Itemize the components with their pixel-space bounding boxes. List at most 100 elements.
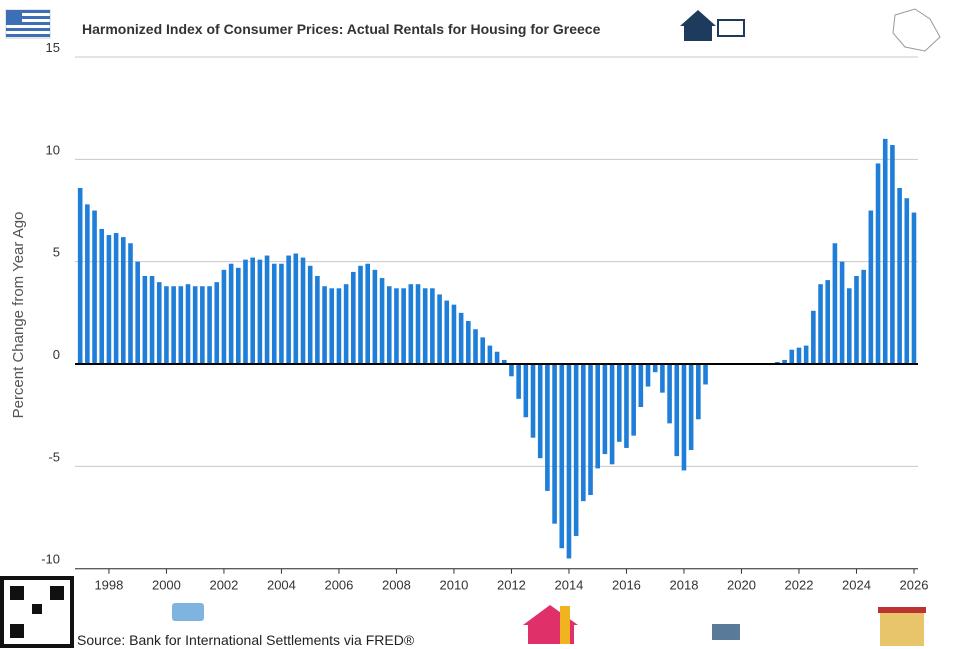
bar	[775, 361, 780, 365]
bar	[839, 261, 845, 365]
y-tick-label: -10	[41, 552, 60, 567]
bar	[358, 265, 363, 365]
bar	[437, 294, 442, 365]
bar	[307, 265, 313, 365]
bar	[351, 271, 356, 365]
bar	[530, 364, 536, 438]
bar	[638, 364, 644, 408]
bar	[243, 259, 248, 365]
x-tick-label: 2026	[900, 578, 929, 593]
bar	[473, 329, 478, 365]
bar	[451, 304, 457, 365]
bar	[408, 284, 414, 365]
bar	[904, 198, 910, 365]
bar	[573, 364, 579, 536]
bar	[372, 269, 378, 365]
bar	[228, 263, 234, 365]
bar	[674, 364, 680, 457]
bar	[200, 286, 205, 365]
bar	[803, 345, 809, 365]
bar	[92, 210, 97, 365]
x-tick-label: 2002	[209, 578, 238, 593]
bar	[588, 364, 593, 496]
y-tick-label: 0	[53, 347, 60, 362]
bar	[135, 261, 140, 365]
building-icon	[878, 607, 926, 646]
bar	[660, 364, 665, 393]
x-tick-label: 2022	[785, 578, 814, 593]
bar	[85, 204, 90, 365]
bar	[566, 364, 572, 559]
house-coins-icon	[523, 605, 578, 644]
bar	[99, 228, 105, 365]
bar	[825, 280, 831, 365]
y-tick-label: 10	[46, 142, 60, 157]
bar	[271, 263, 277, 365]
bar	[667, 364, 672, 424]
bar	[509, 364, 514, 377]
bar	[846, 288, 852, 365]
bar	[257, 259, 263, 365]
bar	[818, 284, 823, 365]
bar	[250, 257, 255, 365]
x-tick-label: 2014	[554, 578, 583, 593]
x-tick-label: 1998	[94, 578, 123, 593]
bar	[300, 257, 306, 365]
bar	[688, 364, 694, 450]
bar	[882, 138, 888, 365]
bar	[811, 310, 816, 365]
bar	[552, 364, 557, 524]
bar	[207, 286, 212, 365]
x-tick-label: 2020	[727, 578, 756, 593]
bar	[279, 263, 284, 365]
bar	[185, 284, 191, 365]
bar	[782, 359, 787, 365]
bar	[581, 364, 586, 502]
bar	[178, 286, 184, 365]
bar	[394, 288, 399, 365]
y-axis-label: Percent Change from Year Ago	[10, 212, 27, 419]
bar	[796, 347, 802, 365]
bar	[494, 351, 500, 365]
bar	[315, 276, 320, 365]
bar	[875, 163, 881, 365]
bar	[128, 243, 133, 365]
source-note: Source: Bank for International Settlemen…	[77, 632, 415, 648]
bar	[286, 255, 291, 365]
y-tick-label: 15	[46, 40, 60, 55]
bar	[379, 278, 385, 365]
x-tick-label: 2016	[612, 578, 641, 593]
bar	[487, 345, 493, 365]
bar	[343, 284, 349, 365]
qr-icon	[0, 576, 74, 648]
bar	[890, 145, 895, 365]
bar	[537, 364, 543, 459]
bar	[480, 337, 485, 365]
bar	[696, 364, 701, 420]
bar	[401, 288, 406, 365]
bar	[868, 210, 874, 365]
bar	[149, 276, 155, 365]
bar	[164, 286, 169, 365]
bar	[466, 321, 471, 365]
money-icon	[712, 624, 740, 640]
bar	[365, 263, 370, 365]
x-tick-label: 2008	[382, 578, 411, 593]
bar	[121, 237, 126, 365]
bar	[854, 276, 859, 365]
rent-icon	[172, 603, 204, 621]
bar	[192, 286, 198, 365]
bar	[624, 364, 629, 448]
bar	[789, 349, 795, 365]
bar	[329, 288, 335, 365]
bar	[214, 282, 220, 365]
bar	[386, 286, 392, 365]
bar	[142, 276, 148, 365]
map-icon	[892, 8, 941, 52]
bar	[422, 288, 428, 365]
house-icon	[680, 10, 745, 41]
bar	[559, 364, 565, 549]
bar	[681, 364, 687, 471]
bar	[897, 187, 902, 365]
